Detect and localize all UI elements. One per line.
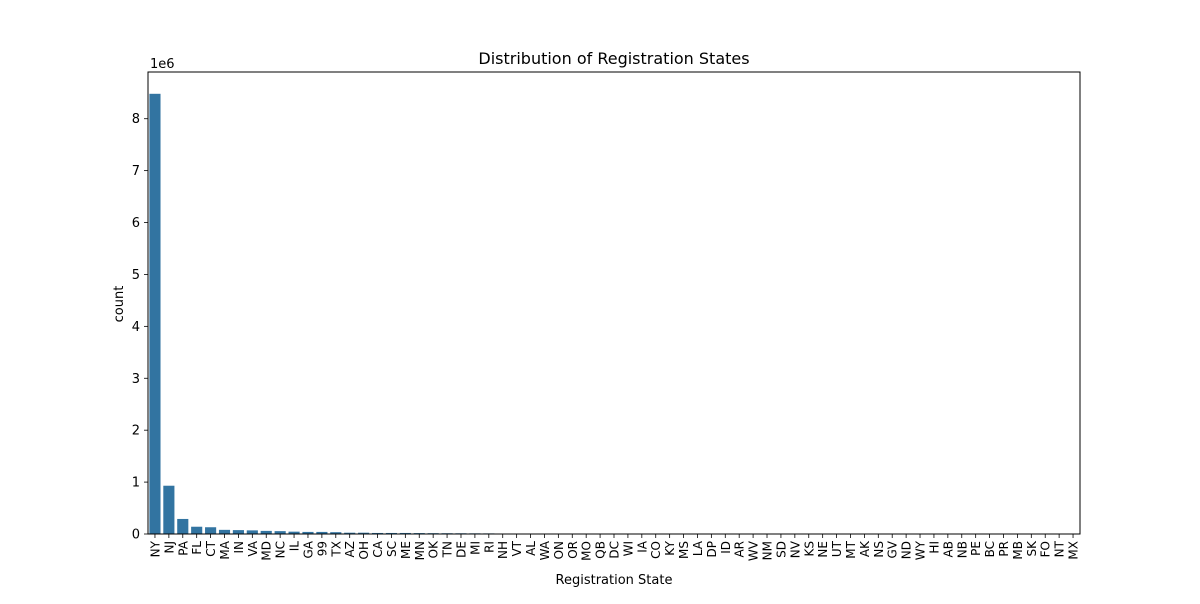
x-tick-label: CO [649, 541, 663, 559]
bars-group [149, 94, 1078, 534]
x-tick-label: IN [232, 541, 246, 554]
x-tick-label: NS [872, 541, 886, 558]
y-axis-label: count [112, 286, 127, 323]
x-axis-label: Registration State [556, 573, 673, 588]
x-tick-label: MT [844, 540, 858, 558]
bar-ma [219, 530, 230, 534]
x-tick-label: WV [747, 540, 761, 561]
y-tick-label: 6 [132, 216, 140, 231]
x-tick-label: TN [441, 541, 455, 558]
y-ticks-group: 0 1 2 3 4 5 6 7 8 [132, 112, 148, 542]
x-tick-label: MN [413, 541, 427, 560]
x-tick-label: WY [914, 540, 928, 560]
x-tick-label: BC [983, 541, 997, 557]
x-tick-label: ON [552, 541, 566, 559]
x-tick-label: GA [301, 540, 315, 558]
bar-ct [205, 527, 216, 534]
bar-ny [149, 94, 160, 534]
x-tick-label: 99 [315, 541, 329, 556]
x-tick-label: NY [148, 540, 162, 557]
x-tick-label: TX [329, 541, 343, 558]
y-tick-label: 3 [132, 372, 140, 387]
x-tick-label: MO [580, 541, 594, 561]
x-tick-label: MS [677, 541, 691, 559]
x-tick-label: AK [858, 540, 872, 557]
x-tick-label: NH [496, 541, 510, 559]
x-tick-label: PE [969, 541, 983, 556]
x-tick-label: MA [218, 540, 232, 559]
x-tick-label: PR [997, 541, 1011, 557]
bar-pa [177, 519, 188, 534]
x-tick-label: FL [190, 541, 204, 555]
x-tick-label: UT [830, 540, 844, 557]
bar-fl [191, 527, 202, 534]
x-tick-label: NB [955, 541, 969, 558]
x-tick-label: CA [371, 540, 385, 557]
x-tick-label: SD [774, 541, 788, 558]
x-tick-label: GV [886, 540, 900, 558]
y-tick-label: 7 [132, 164, 140, 179]
x-tick-label: KS [802, 541, 816, 557]
x-tick-label: IL [288, 541, 302, 552]
plot-frame [148, 72, 1080, 534]
x-tick-label: OH [357, 541, 371, 559]
x-tick-label: DP [705, 541, 719, 557]
x-tick-label: MB [1011, 541, 1025, 560]
x-tick-label: MI [468, 541, 482, 555]
x-tick-label: MD [260, 541, 274, 561]
x-tick-label: NT [1053, 540, 1067, 557]
y-tick-label: 8 [132, 112, 140, 127]
x-tick-label: WI [621, 541, 635, 556]
x-tick-label: VT [510, 540, 524, 556]
x-tick-label: ND [900, 541, 914, 559]
chart-title: Distribution of Registration States [478, 49, 749, 68]
x-tick-label: SC [385, 541, 399, 557]
x-tick-label: NV [788, 540, 802, 558]
x-tick-label: KY [663, 540, 677, 555]
y-tick-label: 4 [132, 320, 140, 335]
bar-nj [163, 486, 174, 534]
bar-va [247, 530, 258, 534]
x-tick-label: LA [691, 540, 705, 556]
x-tick-label: RI [482, 541, 496, 553]
x-tick-label: AR [733, 541, 747, 558]
x-tick-label: ME [399, 541, 413, 559]
x-tick-label: AL [524, 541, 538, 556]
y-tick-label: 2 [132, 424, 140, 439]
x-tick-label: IA [635, 540, 649, 553]
x-tick-label: OK [427, 540, 441, 558]
x-tick-label: AZ [343, 541, 357, 557]
x-tick-label: NM [761, 541, 775, 560]
x-tick-label: FO [1039, 541, 1053, 557]
x-tick-label: NC [274, 541, 288, 558]
bar-in [233, 530, 244, 534]
y-tick-label: 1 [132, 476, 140, 491]
x-tick-label: ID [719, 541, 733, 554]
x-tick-label: CT [204, 540, 218, 556]
x-tick-label: NJ [162, 541, 176, 554]
x-tick-label: DE [454, 541, 468, 558]
x-tick-label: QB [594, 541, 608, 559]
x-tick-label: VA [246, 540, 260, 556]
x-tick-label: PA [176, 540, 190, 555]
y-tick-label: 0 [132, 528, 140, 543]
x-tick-label: HI [927, 541, 941, 554]
x-tick-label: NE [816, 541, 830, 558]
x-tick-label: SK [1025, 540, 1039, 557]
x-tick-label: MX [1067, 541, 1081, 560]
y-tick-label: 5 [132, 268, 140, 283]
x-tick-label: WA [538, 540, 552, 560]
x-tick-label: DC [608, 541, 622, 559]
x-tick-label: OR [566, 541, 580, 559]
x-tick-label: AB [941, 541, 955, 557]
y-axis-multiplier: 1e6 [150, 57, 175, 72]
